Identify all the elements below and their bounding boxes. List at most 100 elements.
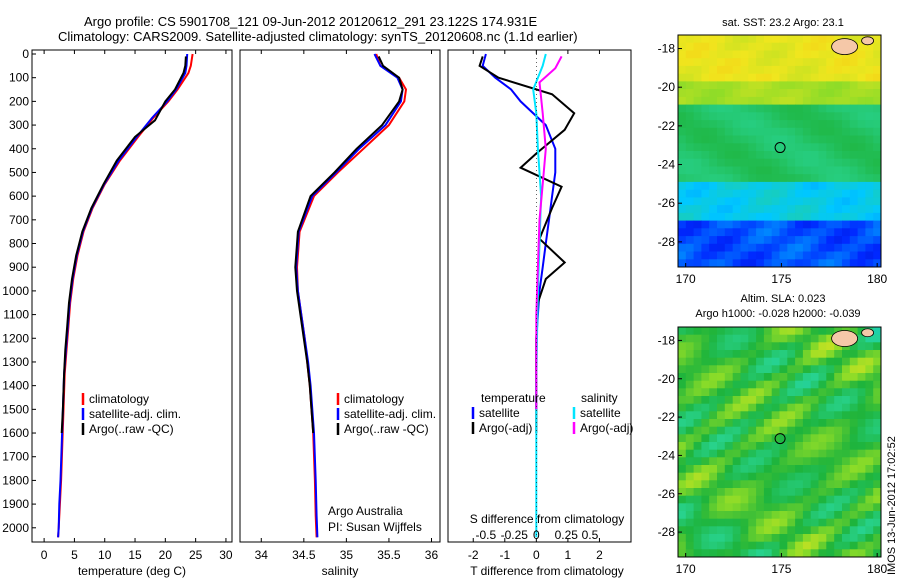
map-cell [779,81,788,90]
map-cell [756,50,765,59]
map-cell [818,503,827,512]
map-cell [693,449,702,458]
map-cell [724,396,734,405]
map-cell [732,243,742,253]
map-cell [756,472,765,481]
map-cell [865,534,874,543]
map-cell [818,212,827,222]
map-cell [732,480,742,489]
map-cell [685,411,695,420]
map-cell [771,166,781,175]
map-cell [810,541,820,550]
map-cell [826,488,835,497]
map-cell [779,526,788,535]
map-cell [834,357,843,366]
map-cell [717,327,726,336]
map-cell [842,388,851,397]
map-cell [685,42,695,51]
map-cell [748,158,757,167]
map-cell [818,426,827,435]
map-cell [802,480,812,489]
map-cell [724,472,734,481]
map-cell [693,549,702,557]
map-cell [787,442,796,451]
map-cell [701,197,710,206]
map-cell [748,365,757,374]
map-cell [810,96,820,106]
sst-map-panel: sat. SST: 23.2 Argo: 23.1 170 175 180-18-2… [658,17,888,286]
map-cell [771,342,781,351]
map-cell [685,120,695,129]
map-cell [771,327,781,336]
map-cell [732,228,742,237]
map-cell [802,81,812,90]
map-cell [865,403,874,412]
map-cell [834,472,843,481]
map-cell [678,58,687,67]
map-cell [834,373,843,382]
map-cell [795,151,804,160]
map-cell [740,396,749,405]
map-cell [724,434,734,443]
map-cell [701,73,710,82]
map-cell [740,449,749,458]
map-cell [693,495,702,504]
map-cell [826,380,835,389]
map-cell [693,480,702,489]
map-cell [857,434,866,443]
map-y-tick-label: -18 [658,333,676,347]
x-tick-label: 1 [565,548,572,562]
map-cell [693,472,702,481]
map-cell [678,181,687,191]
map-cell [724,511,734,520]
map-cell [771,411,781,420]
map-cell [857,419,866,428]
map-cell [842,380,851,389]
map-cell [857,104,866,113]
map-cell [717,503,726,512]
map-cell [763,120,773,129]
map-cell [709,480,718,489]
map-cell [756,81,765,90]
map-cell [748,434,757,443]
map-cell [740,388,749,397]
map-cell [787,112,796,121]
map-cell [701,89,710,98]
map-cell [818,388,827,397]
map-cell [740,205,749,214]
map-cell [748,112,757,121]
map-cell [865,457,874,466]
map-cell [709,50,718,59]
map-cell [748,166,757,175]
map-cell [678,151,687,160]
map-cell [873,112,881,121]
map-cell [787,480,796,489]
map-cell [771,189,781,198]
map-cell [787,166,796,175]
x-tick-label: 0 [533,548,540,562]
map-cell [763,403,773,412]
map-cell [818,220,827,229]
map-cell [810,259,820,267]
map-cell [795,534,804,543]
map-cell [732,495,742,504]
map-cell [678,480,687,489]
map-cell [732,174,742,183]
map-cell [857,243,866,253]
x-tick-label: 2 [596,548,603,562]
map-cell [756,503,765,512]
map-cell [701,112,710,121]
map-cell [701,442,710,451]
map-cell [818,243,827,253]
map-cell [857,189,866,198]
map-cell [787,419,796,428]
map-cell [748,541,757,550]
map-cell [810,81,820,90]
map-cell [693,334,702,343]
map-cell [732,403,742,412]
map-cell [771,127,781,137]
map-cell [810,127,820,137]
map-cell [724,166,734,175]
map-cell [842,104,851,113]
map-cell [740,495,749,504]
